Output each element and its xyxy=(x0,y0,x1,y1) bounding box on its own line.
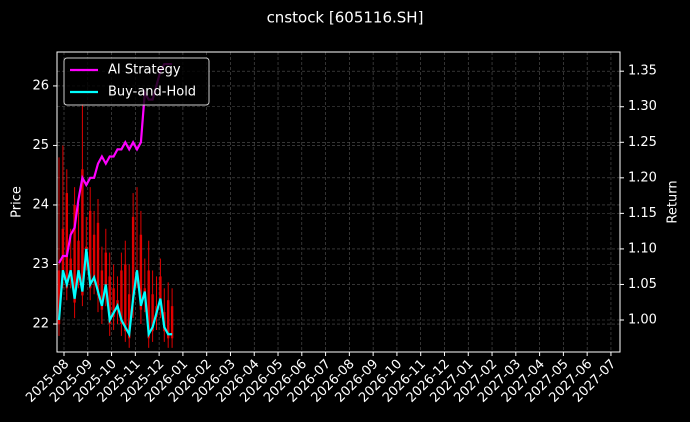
y-tick-label: 25 xyxy=(32,138,49,153)
candle-body xyxy=(100,270,104,310)
y-tick-label: 24 xyxy=(32,197,49,212)
candle-body xyxy=(104,252,107,289)
candle-body xyxy=(77,240,80,275)
candle-body xyxy=(61,228,65,275)
candle-body xyxy=(81,169,84,296)
candle-body xyxy=(73,204,76,303)
candle-body xyxy=(65,193,68,289)
candle-body xyxy=(147,270,150,339)
candle-body xyxy=(57,270,61,325)
y2-axis-label: Return xyxy=(666,180,681,223)
y2-tick-label: 1.00 xyxy=(628,313,657,328)
candle-body xyxy=(128,294,131,339)
series-line xyxy=(57,248,173,338)
candle-body xyxy=(131,216,135,303)
plot-frame xyxy=(56,51,621,353)
candle-body xyxy=(108,276,111,325)
candle-body xyxy=(170,306,174,339)
chart-title: cnstock [605116.SH] xyxy=(267,9,424,27)
candle-body xyxy=(92,234,96,282)
candle-body xyxy=(96,222,100,296)
y2-tick-label: 1.05 xyxy=(628,277,657,292)
y-tick-label: 23 xyxy=(32,257,49,272)
y2-tick-label: 1.30 xyxy=(628,99,657,114)
y2-tick-label: 1.35 xyxy=(628,64,657,79)
candle-body xyxy=(112,288,115,317)
candle-body xyxy=(139,234,143,310)
y2-tick-label: 1.10 xyxy=(628,241,657,256)
candle-body xyxy=(151,294,154,332)
candle-body xyxy=(124,264,127,332)
y-tick-label: 22 xyxy=(32,317,49,332)
legend-box xyxy=(63,57,210,106)
candle-body xyxy=(167,300,170,339)
candle-body xyxy=(69,258,72,275)
legend-label: AI Strategy xyxy=(108,63,181,78)
y2-tick-label: 1.20 xyxy=(628,170,657,185)
y2-tick-label: 1.25 xyxy=(628,135,657,150)
legend-label: Buy-and-Hold xyxy=(108,85,196,100)
candle-body xyxy=(159,276,162,303)
candle-body xyxy=(89,210,92,289)
y-tick-label: 26 xyxy=(32,78,49,93)
candle-body xyxy=(120,270,123,325)
y-axis-label: Price xyxy=(10,186,25,218)
y2-tick-label: 1.15 xyxy=(628,206,657,221)
